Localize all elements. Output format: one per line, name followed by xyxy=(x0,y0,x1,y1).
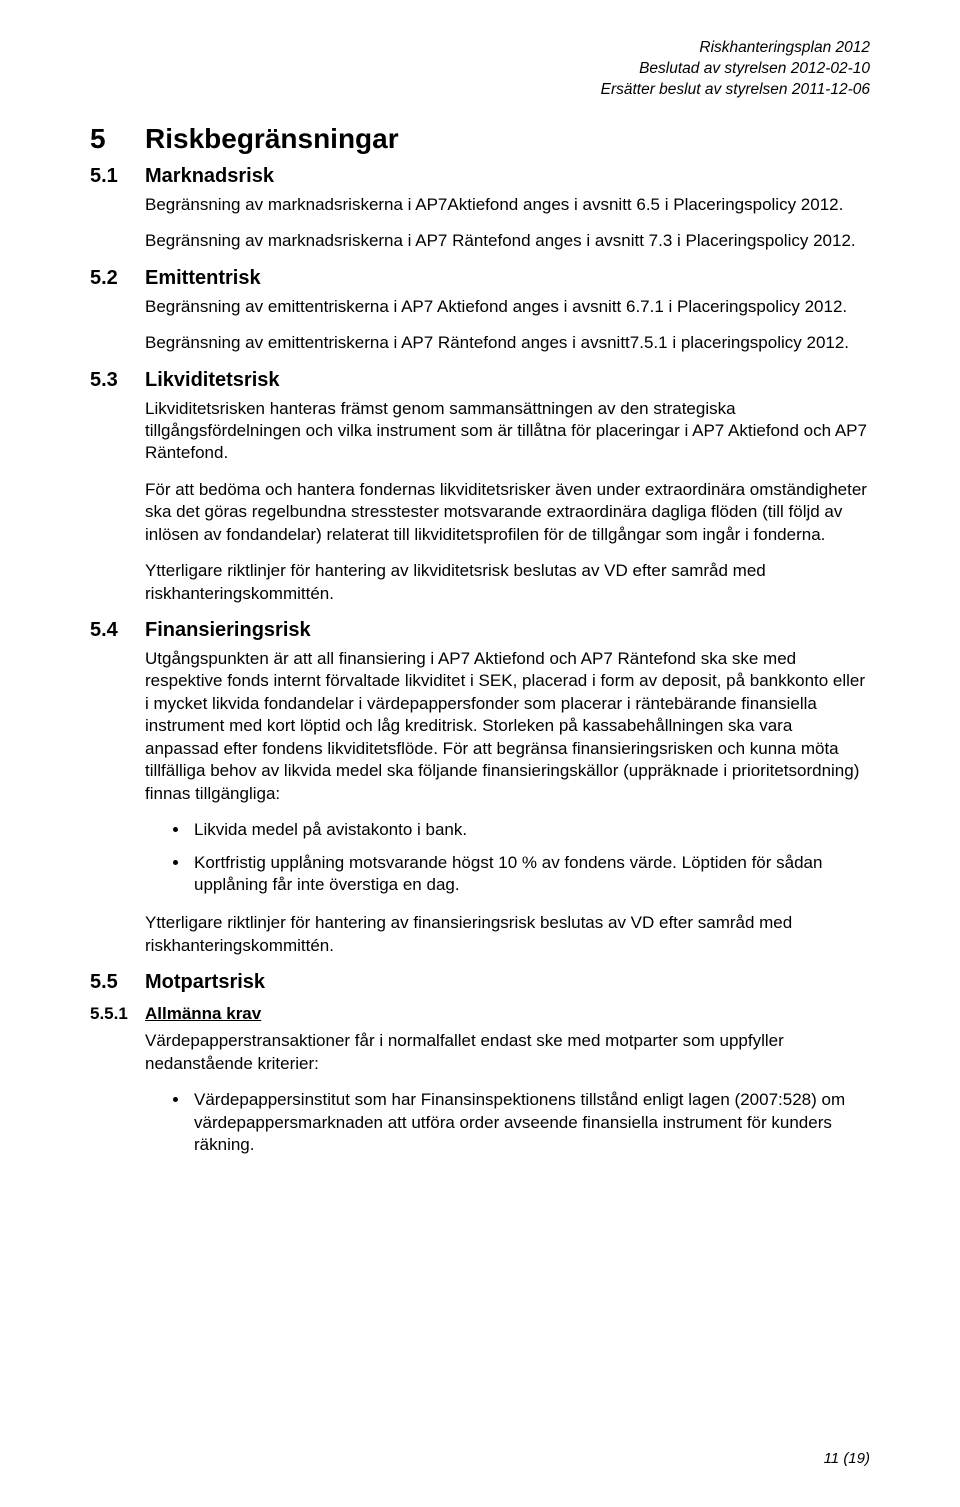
para-5-3-3: Ytterligare riktlinjer för hantering av … xyxy=(145,560,870,605)
header-line-2: Beslutad av styrelsen 2012-02-10 xyxy=(90,59,870,80)
heading-5-4: 5.4 Finansieringsrisk xyxy=(90,619,870,642)
heading-5-5-title: Motpartsrisk xyxy=(145,971,870,994)
para-5-2-2: Begränsning av emittentriskerna i AP7 Rä… xyxy=(145,332,870,354)
heading-5-2-title: Emittentrisk xyxy=(145,267,870,290)
heading-5-1-title: Marknadsrisk xyxy=(145,165,870,188)
page-header: Riskhanteringsplan 2012 Beslutad av styr… xyxy=(90,38,870,101)
heading-5-4-number: 5.4 xyxy=(90,619,145,642)
para-5-2-1: Begränsning av emittentriskerna i AP7 Ak… xyxy=(145,296,870,318)
para-5-4-2: Ytterligare riktlinjer för hantering av … xyxy=(145,912,870,957)
para-5-1-1: Begränsning av marknadsriskerna i AP7Akt… xyxy=(145,194,870,216)
heading-5-5-1: 5.5.1 Allmänna krav xyxy=(90,1004,870,1024)
heading-5-3-title: Likviditetsrisk xyxy=(145,369,870,392)
heading-1: 5 Riskbegränsningar xyxy=(90,123,870,155)
heading-5-3: 5.3 Likviditetsrisk xyxy=(90,369,870,392)
heading-5-2: 5.2 Emittentrisk xyxy=(90,267,870,290)
bullets-5-5-1: Värdepappersinstitut som har Finansinspe… xyxy=(190,1089,870,1156)
heading-5-3-number: 5.3 xyxy=(90,369,145,392)
bullet-5-5-1-1: Värdepappersinstitut som har Finansinspe… xyxy=(190,1089,870,1156)
heading-1-title: Riskbegränsningar xyxy=(145,123,870,155)
heading-5-5-1-title: Allmänna krav xyxy=(145,1004,870,1024)
heading-5-5-1-number: 5.5.1 xyxy=(90,1004,145,1024)
heading-5-2-number: 5.2 xyxy=(90,267,145,290)
para-5-1-2: Begränsning av marknadsriskerna i AP7 Rä… xyxy=(145,230,870,252)
para-5-4-1: Utgångspunkten är att all finansiering i… xyxy=(145,648,870,805)
bullet-5-4-1: Likvida medel på avistakonto i bank. xyxy=(190,819,870,841)
page-number: 11 (19) xyxy=(824,1450,870,1467)
bullet-5-4-2: Kortfristig upplåning motsvarande högst … xyxy=(190,852,870,897)
header-line-3: Ersätter beslut av styrelsen 2011-12-06 xyxy=(90,80,870,101)
heading-5-5-number: 5.5 xyxy=(90,971,145,994)
heading-5-4-title: Finansieringsrisk xyxy=(145,619,870,642)
para-5-3-2: För att bedöma och hantera fondernas lik… xyxy=(145,479,870,546)
header-line-1: Riskhanteringsplan 2012 xyxy=(90,38,870,59)
heading-5-5: 5.5 Motpartsrisk xyxy=(90,971,870,994)
bullets-5-4: Likvida medel på avistakonto i bank. Kor… xyxy=(190,819,870,896)
heading-5-1: 5.1 Marknadsrisk xyxy=(90,165,870,188)
heading-1-number: 5 xyxy=(90,123,145,155)
para-5-5-1-1: Värdepapperstransaktioner får i normalfa… xyxy=(145,1030,870,1075)
para-5-3-1: Likviditetsrisken hanteras främst genom … xyxy=(145,398,870,465)
heading-5-1-number: 5.1 xyxy=(90,165,145,188)
